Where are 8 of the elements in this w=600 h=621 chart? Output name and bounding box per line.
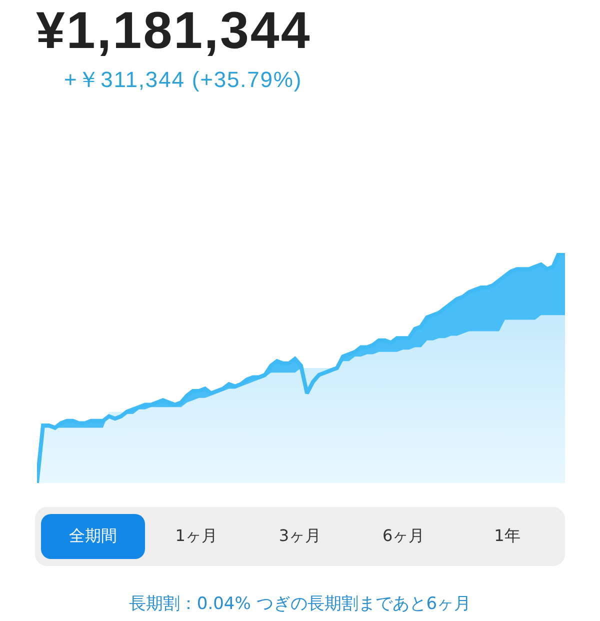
- chart-title: ¥1,181,344: [36, 1, 312, 61]
- tab-button[interactable]: 6ヶ月: [352, 514, 456, 559]
- tab-button[interactable]: 全期間: [41, 514, 145, 559]
- tab-button[interactable]: 1年: [455, 514, 559, 559]
- chart-subtitle: +￥311,344 (+35.79%): [64, 66, 302, 94]
- text: 長期割：0.04% つぎの長期割まであと6ヶ月: [128, 593, 472, 615]
- tab-button[interactable]: 1ヶ月: [144, 514, 248, 559]
- tab-button[interactable]: 3ヶ月: [248, 514, 352, 559]
